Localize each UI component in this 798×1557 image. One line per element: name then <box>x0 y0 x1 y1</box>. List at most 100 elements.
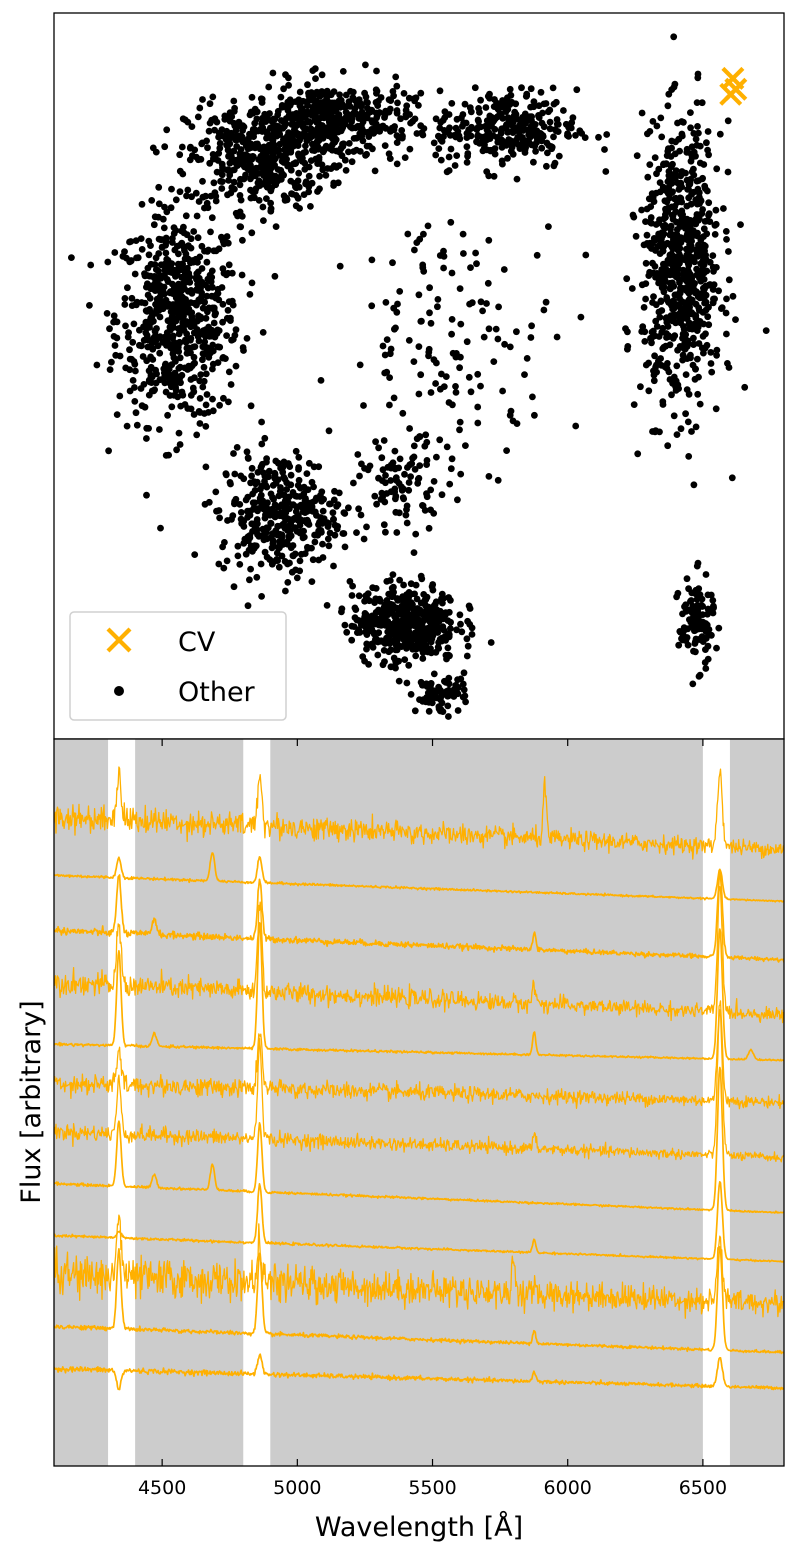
other-point <box>647 334 654 342</box>
other-point <box>386 401 393 409</box>
other-point <box>350 623 358 630</box>
other-point <box>187 391 195 399</box>
other-point <box>678 168 686 175</box>
other-point <box>386 577 394 584</box>
other-point <box>437 119 445 126</box>
other-point <box>446 131 454 139</box>
other-point <box>325 542 333 550</box>
other-point <box>439 599 446 607</box>
other-point <box>475 118 482 125</box>
x-tick-label: 6000 <box>544 1477 592 1499</box>
other-point <box>284 99 292 107</box>
other-point <box>667 153 675 160</box>
other-point <box>724 168 732 176</box>
other-point <box>430 139 438 147</box>
other-point <box>410 606 418 614</box>
other-point <box>295 96 303 104</box>
other-point <box>272 223 280 231</box>
other-point <box>415 474 423 482</box>
other-point <box>687 124 694 132</box>
other-point <box>392 73 400 81</box>
legend-box <box>69 611 287 721</box>
other-point <box>690 286 698 293</box>
other-point <box>311 97 319 104</box>
other-point <box>447 145 455 153</box>
other-point <box>479 307 486 315</box>
other-point <box>149 144 157 152</box>
other-point <box>409 454 416 462</box>
other-point <box>660 288 668 296</box>
other-point <box>638 328 646 335</box>
other-point <box>708 631 715 639</box>
other-point <box>694 123 701 130</box>
other-point <box>166 341 174 348</box>
other-point <box>213 168 221 176</box>
other-point <box>248 93 256 101</box>
other-point <box>268 505 276 513</box>
other-point <box>330 88 338 95</box>
other-point <box>553 333 561 341</box>
spectrum-line-8 <box>54 1066 784 1214</box>
other-point <box>456 364 463 372</box>
other-point <box>275 492 283 500</box>
other-point <box>313 88 321 96</box>
other-point <box>386 350 394 358</box>
other-point <box>354 629 361 636</box>
other-point <box>248 464 256 472</box>
other-point <box>219 318 227 326</box>
other-point <box>226 479 234 486</box>
other-point <box>527 334 535 341</box>
other-point <box>207 192 215 200</box>
other-point <box>157 524 164 532</box>
other-point <box>224 517 231 524</box>
other-point <box>349 88 357 96</box>
other-point <box>160 300 167 308</box>
other-point <box>460 686 468 694</box>
other-point <box>204 248 211 255</box>
other-point <box>306 119 314 126</box>
other-point <box>442 637 449 644</box>
other-point <box>546 125 554 133</box>
other-point <box>447 465 455 473</box>
other-point <box>310 483 317 491</box>
other-point <box>405 479 413 486</box>
other-point <box>406 425 413 432</box>
other-point <box>254 469 262 476</box>
other-point <box>665 332 672 339</box>
other-point <box>411 466 419 473</box>
other-point <box>649 196 657 204</box>
other-point <box>655 165 663 173</box>
other-point <box>338 608 345 616</box>
other-point <box>693 177 701 185</box>
other-point <box>673 256 681 263</box>
other-point <box>184 264 191 272</box>
other-point <box>210 179 218 187</box>
other-point <box>383 618 391 626</box>
other-point <box>665 168 673 175</box>
other-point <box>425 707 433 715</box>
other-point <box>665 257 673 265</box>
other-point <box>189 258 197 266</box>
other-point <box>336 262 344 270</box>
other-point <box>258 500 265 508</box>
other-point <box>651 154 659 162</box>
other-point <box>380 437 388 444</box>
other-point <box>535 112 542 119</box>
other-point <box>156 313 164 321</box>
other-point <box>402 511 410 519</box>
other-point <box>237 196 245 204</box>
other-point <box>278 512 286 519</box>
other-point <box>295 464 302 471</box>
other-point <box>699 332 707 340</box>
other-point <box>394 99 401 107</box>
other-point <box>277 166 285 174</box>
other-point <box>538 144 546 152</box>
other-point <box>465 373 473 381</box>
other-point <box>271 272 279 280</box>
other-point <box>289 190 296 198</box>
other-point <box>694 355 701 363</box>
other-point <box>699 622 707 630</box>
other-point <box>394 626 402 633</box>
other-point <box>462 442 469 449</box>
other-point <box>284 161 291 168</box>
